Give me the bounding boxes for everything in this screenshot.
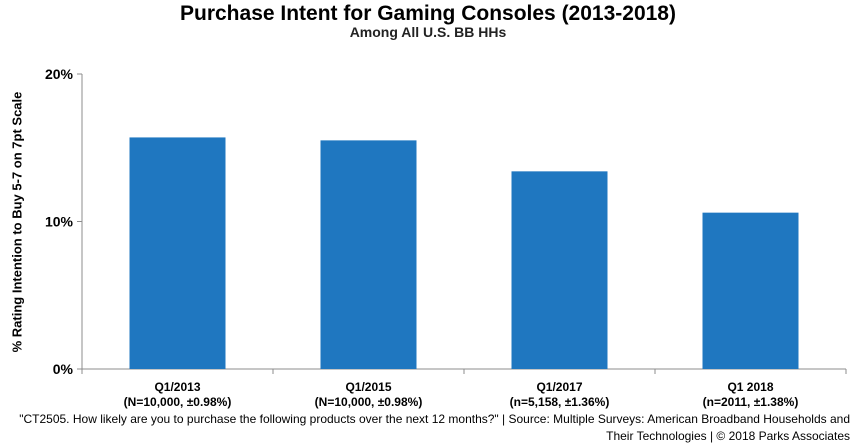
chart-subtitle: Among All U.S. BB HHs <box>349 24 507 40</box>
bar-0 <box>129 137 226 369</box>
x-tick-label-line1: Q1/2017 <box>536 380 583 394</box>
bar-2 <box>511 171 608 369</box>
x-tick-label-line2: (N=10,000, ±0.98%) <box>314 395 423 409</box>
x-tick-label-2: Q1/2017 (n=5,158, ±1.36%) <box>485 380 635 410</box>
x-tick-label-line1: Q1/2013 <box>154 380 201 394</box>
x-tick-label-line2: (N=10,000, ±0.98%) <box>123 395 232 409</box>
footnote-line-1: "CT2505. How likely are you to purchase … <box>19 412 850 426</box>
chart-title: Purchase Intent for Gaming Consoles (201… <box>180 2 676 25</box>
x-tick-label-line1: Q1 2018 <box>727 380 774 394</box>
x-tick-label-line2: (n=5,158, ±1.36%) <box>509 395 610 409</box>
x-tick-label-0: Q1/2013 (N=10,000, ±0.98%) <box>103 380 253 410</box>
bar-3 <box>702 212 799 369</box>
x-tick-label-1: Q1/2015 (N=10,000, ±0.98%) <box>294 380 444 410</box>
footnote: "CT2505. How likely are you to purchase … <box>10 411 850 445</box>
x-tick-label-line1: Q1/2015 <box>345 380 392 394</box>
x-tick-label-3: Q1 2018 (n=2011, ±1.38%) <box>676 380 826 410</box>
x-tick-label-line2: (n=2011, ±1.38%) <box>702 395 799 409</box>
bar-1 <box>320 140 417 369</box>
footnote-line-2: Their Technologies | © 2018 Parks Associ… <box>606 429 850 443</box>
y-tick-label-0: 0% <box>53 361 74 377</box>
y-tick-label-1: 10% <box>45 214 74 230</box>
y-tick-label-2: 20% <box>45 66 74 82</box>
